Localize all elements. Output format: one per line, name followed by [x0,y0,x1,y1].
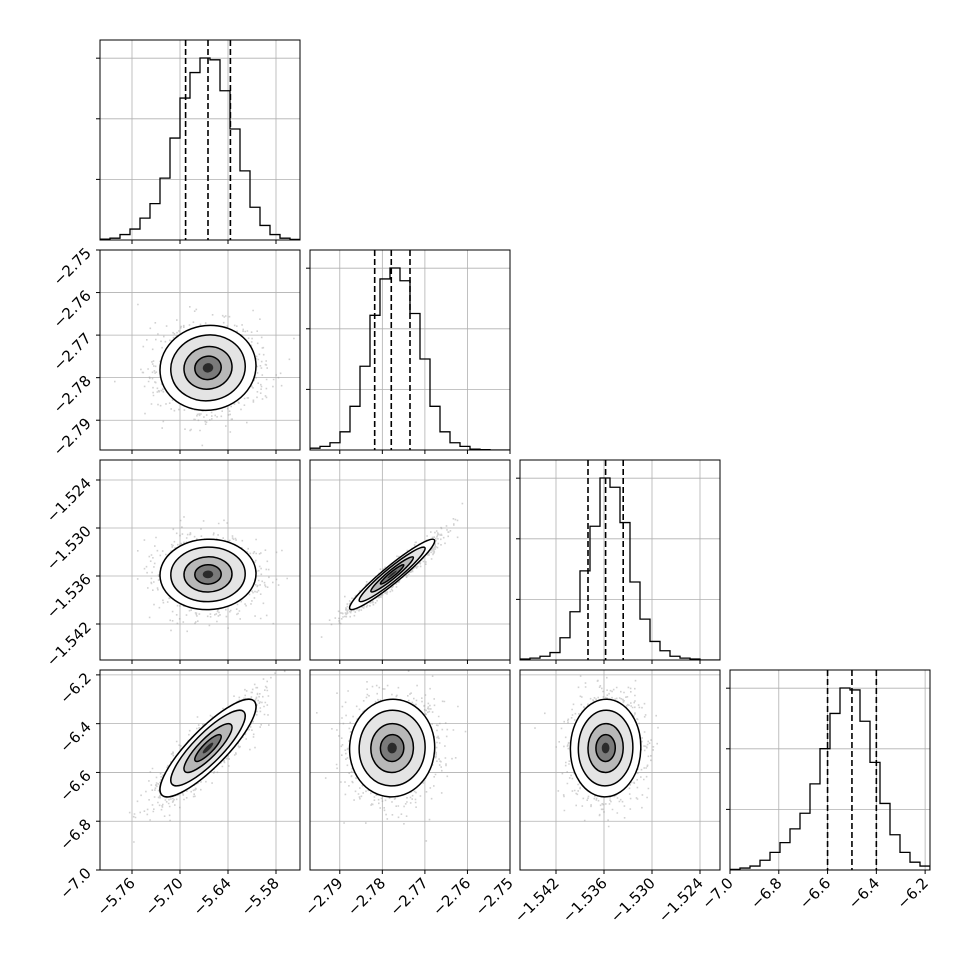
xaxis-1-ticklabel-1: −5.76 [94,874,139,919]
yaxis-3-ticklabel-1: −1.542 [43,618,95,670]
xaxis-2-ticklabel-2: −2.78 [344,874,389,919]
hist-4-frame [729,669,931,871]
xaxis-1-ticklabel-3: −5.64 [190,874,235,919]
xaxis-3-ticklabel-2: −1.536 [559,874,611,926]
xaxis-2-ticklabel-4: −2.76 [429,874,474,919]
panel-21-frame [309,459,511,661]
xaxis-4-ticklabel-4: −6.4 [845,874,883,912]
yaxis-2-ticklabel-4: −2.76 [50,287,95,332]
scatter-panel-3-1 [100,460,300,660]
yaxis-4-ticklabel-2: −6.8 [56,815,94,853]
panel-30-contour-5 [202,742,214,754]
hist-1-frame [99,39,301,241]
panel-20-frame [99,459,301,661]
xaxis-1-ticklabel-2: −5.70 [142,874,187,919]
panel-21-contour-5 [387,570,397,579]
scatter-panel-4-2 [310,670,510,870]
xaxis-4-ticklabel-5: −6.2 [893,874,931,912]
scatter-panel-4-3 [520,670,720,870]
hist-2-steps [310,267,510,450]
yaxis-2-ticklabel-3: −2.77 [50,329,95,374]
xaxis-3-ticklabel-3: −1.530 [607,874,659,926]
yaxis-4-ticklabel-4: −6.4 [56,718,94,756]
hist-4-steps [730,687,930,870]
hist-2-frame [309,249,511,451]
panel-20-contour-5 [202,570,214,579]
hist-panel-4 [730,670,930,870]
hist-panel-3 [520,460,720,660]
yaxis-3-ticklabel-4: −1.524 [43,474,95,526]
hist-panel-2 [310,250,510,450]
scatter-panel-4-1 [100,670,300,870]
hist-panel-1 [100,40,300,240]
yaxis-4-ticklabel-3: −6.6 [56,767,94,805]
plot-root: −2.79−2.78−2.77−2.76−2.75−1.542−1.536−1.… [43,39,932,926]
yaxis-4-ticklabel-5: −6.2 [56,669,94,707]
yaxis-3-ticklabel-2: −1.536 [43,570,95,622]
xaxis-4-ticklabel-2: −6.8 [747,874,785,912]
xaxis-4-ticklabel-1: −7.0 [698,874,736,912]
yaxis-2-ticklabel-2: −2.78 [50,372,95,417]
hist-1-steps [100,57,300,240]
yaxis-2-ticklabel-5: −2.75 [50,244,95,289]
yaxis-4-ticklabel-1: −7.0 [56,864,94,902]
panel-32-contour-5 [601,742,610,754]
panel-10-frame [99,249,301,451]
panel-32-frame [519,669,721,871]
xaxis-2-ticklabel-5: −2.75 [472,874,517,919]
xaxis-2-ticklabel-3: −2.77 [386,874,431,919]
xaxis-3-ticklabel-1: −1.542 [511,874,563,926]
panel-31-contour-5 [387,742,397,754]
panel-31-frame [309,669,511,871]
yaxis-3-ticklabel-3: −1.530 [43,522,95,574]
scatter-panel-2-1 [100,250,300,450]
hist-3-steps [520,477,720,660]
panel-30-frame [99,669,301,871]
xaxis-2-ticklabel-1: −2.79 [301,874,346,919]
xaxis-4-ticklabel-3: −6.6 [796,874,834,912]
yaxis-2-ticklabel-1: −2.79 [50,414,95,459]
panel-10-contour-5 [202,363,214,373]
hist-3-frame [519,459,721,661]
scatter-panel-3-2 [310,460,510,660]
xaxis-1-ticklabel-4: −5.58 [238,874,283,919]
